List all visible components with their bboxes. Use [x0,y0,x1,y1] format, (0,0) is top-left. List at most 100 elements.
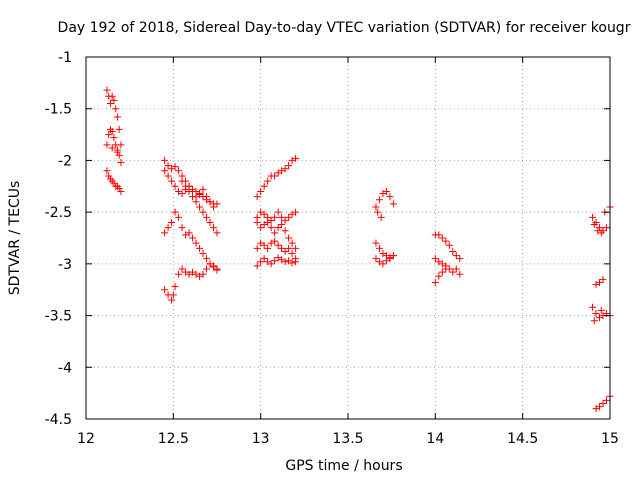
data-point [285,234,293,242]
data-point [113,113,121,121]
data-point [260,241,268,249]
data-point [379,260,387,268]
data-point [113,148,121,156]
series-arc-12.5-a [161,156,218,208]
series-arc-12.1-upper [103,86,125,149]
y-axis-label: SDTVAR / TECUs [7,181,23,296]
data-point [596,278,604,286]
x-tick-label: 12 [77,431,95,447]
data-point [115,125,123,133]
data-point [442,237,450,245]
x-tick-labels: 12 12.5 13 13.5 14 14.5 15 [77,431,619,447]
y-tick-label: -1 [58,50,72,66]
x-axis-label: GPS time / hours [285,458,402,474]
data-point [435,272,443,280]
data-point [161,286,169,294]
data-point [278,221,286,229]
data-point [260,255,268,263]
data-point [213,200,221,208]
data-point [185,229,193,237]
data-point [178,265,186,273]
data-point [449,268,457,276]
data-point [161,167,169,175]
data-point [260,182,268,190]
data-point [189,193,197,201]
data-point [386,193,394,201]
data-point [178,224,186,232]
data-point [375,196,383,204]
data-point [596,224,604,232]
data-point [161,229,169,237]
series-arc-13-a [253,154,300,201]
data-point [281,247,289,255]
data-point [292,258,300,266]
data-point [438,268,446,276]
data-point [175,270,183,278]
data-point [196,203,204,211]
data-point [281,216,289,224]
data-point [164,162,172,170]
data-point [257,187,265,195]
x-tick-label: 12.5 [158,431,189,447]
data-point [192,239,200,247]
data-point [389,200,397,208]
y-tick-label: -4.5 [45,412,72,428]
data-point [603,224,611,232]
data-point [285,244,293,252]
data-point [164,224,172,232]
data-point [260,210,268,218]
data-point [161,156,169,164]
data-point [117,187,125,195]
data-point [105,172,113,180]
data-point [267,224,275,232]
data-point [192,198,200,206]
data-point [456,255,464,263]
series-arc-13-c [253,218,300,252]
data-point [213,229,221,237]
y-tick-label: -2.5 [45,205,72,221]
data-point [112,141,120,149]
chart-title: Day 192 of 2018, Sidereal Day-to-day VTE… [58,20,631,36]
data-point [257,224,265,232]
data-point [115,151,123,159]
data-point [196,244,204,252]
data-point [171,182,179,190]
data-point [210,263,218,271]
data-point [382,187,390,195]
data-point [452,265,460,273]
data-point [108,127,116,135]
data-point [288,250,296,258]
data-point [274,224,282,232]
data-point [206,260,214,268]
data-point [281,258,289,266]
data-point [271,257,279,265]
data-point [110,96,118,104]
data-point [445,241,453,249]
data-point [589,213,597,221]
data-point [267,260,275,268]
data-point [456,270,464,278]
axis-ticks [85,56,611,420]
data-point [274,241,282,249]
data-point [372,203,380,211]
data-point [199,250,207,258]
data-point [108,144,116,152]
data-point [164,172,172,180]
x-tick-label: 14 [426,431,444,447]
data-point [106,100,114,108]
series-arc-13.7-a [372,187,397,221]
data-point [597,306,605,314]
data-point [292,244,300,252]
data-point [189,234,197,242]
data-point [175,213,183,221]
data-point [382,257,390,265]
data-point [115,184,123,192]
data-point [592,310,600,318]
data-point [171,283,179,291]
data-point [374,208,382,216]
data-point [171,208,179,216]
data-point [372,255,380,263]
data-point [377,213,385,221]
series-arc-12.5-e [161,260,221,304]
data-point [449,247,457,255]
